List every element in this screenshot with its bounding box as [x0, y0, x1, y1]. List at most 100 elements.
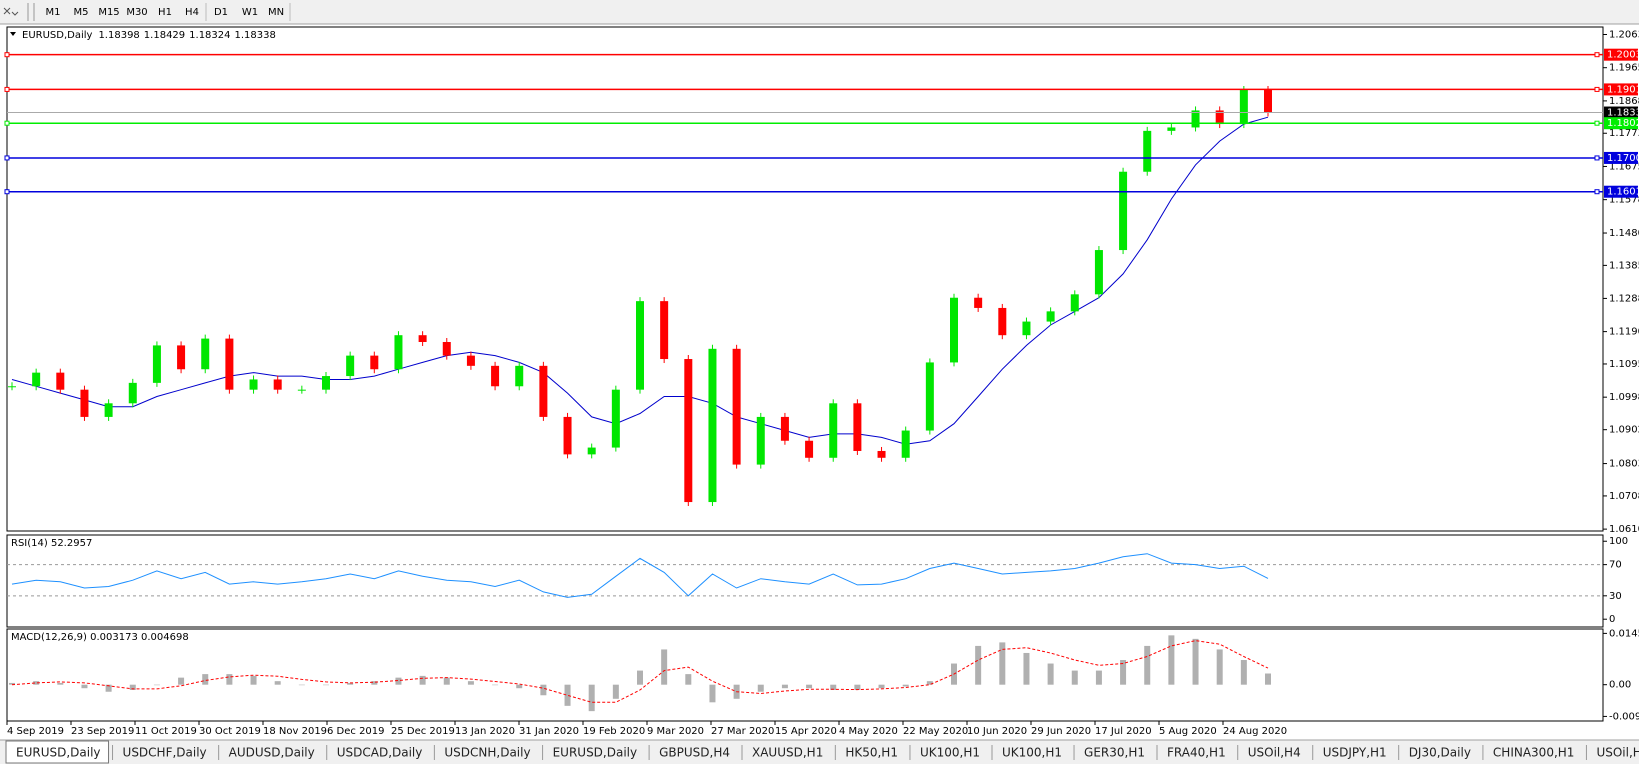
- x-tick-label: 11 Oct 2019: [135, 726, 197, 737]
- timeframe-button[interactable]: D1: [214, 7, 228, 18]
- tab[interactable]: EURUSD,Daily: [16, 746, 101, 760]
- macd-bar: [371, 681, 378, 685]
- level-tag: [1604, 151, 1638, 164]
- timeframe-button[interactable]: M1: [46, 7, 61, 18]
- macd-bar: [540, 684, 547, 696]
- tab[interactable]: GBPUSD,H4: [659, 746, 730, 760]
- panel-frame: [6, 534, 1604, 628]
- macd-bar: [395, 677, 402, 685]
- x-tick-label: 29 Jun 2020: [1031, 726, 1091, 737]
- tab[interactable]: USDJPY,H1: [1323, 746, 1387, 760]
- candle: [297, 389, 306, 391]
- macd-bar: [806, 684, 813, 689]
- active-tab[interactable]: [5, 740, 110, 764]
- candle: [539, 365, 548, 417]
- level-handle[interactable]: [4, 189, 10, 195]
- date-axis: 4 Sep 2019 23 Sep 2019 11 Oct 2019 30 Oct 2…: [6, 721, 1287, 737]
- panel-frame: [6, 628, 1604, 722]
- candle: [1239, 90, 1248, 125]
- tab[interactable]: UK100,H1: [920, 746, 980, 760]
- macd-bar: [926, 681, 933, 685]
- tab[interactable]: HK50,H1: [845, 746, 898, 760]
- candle: [249, 379, 258, 390]
- current-price-label: 1.18338: [1607, 108, 1639, 119]
- level-handle[interactable]: [1594, 86, 1600, 92]
- tab[interactable]: FRA40,H1: [1167, 746, 1226, 760]
- x-tick-label: 24 Aug 2020: [1223, 726, 1287, 737]
- tab[interactable]: CHINA300,H1: [1493, 746, 1575, 760]
- timeframe-button[interactable]: W1: [242, 7, 258, 18]
- timeframes: M1 M5 M15 M30 H1 H4 D1 W1 MN: [46, 3, 291, 21]
- timeframe-button[interactable]: H4: [185, 7, 199, 18]
- level-tag: [1604, 48, 1638, 61]
- ohlc-value: 1.18398: [98, 30, 139, 41]
- y-tick-label: 30: [1609, 591, 1622, 602]
- macd-panel: 0.014556 0.00 -0.00900 MACD(12,26,9) 0.0031…: [6, 628, 1639, 722]
- candle: [756, 416, 765, 465]
- level-handle[interactable]: [1594, 189, 1600, 195]
- timeframe-button[interactable]: M30: [126, 7, 147, 18]
- timeframe-button[interactable]: M5: [74, 7, 89, 18]
- y-tick-label: 1.12880: [1609, 293, 1639, 304]
- timeframe-button[interactable]: M15: [98, 7, 119, 18]
- level-handle[interactable]: [4, 86, 10, 92]
- tab[interactable]: USDCHF,Daily: [123, 746, 207, 760]
- tab[interactable]: USOil,H4: [1248, 746, 1301, 760]
- macd-bar: [1144, 645, 1151, 685]
- y-tick-label: 1.15780: [1609, 195, 1639, 206]
- x-tick-label: 22 May 2020: [903, 726, 968, 737]
- level-handle[interactable]: [4, 155, 10, 161]
- candle: [563, 416, 572, 455]
- toolbar-icon[interactable]: [3, 7, 19, 16]
- tab[interactable]: EURUSD,Daily: [553, 746, 638, 760]
- candle: [1094, 250, 1103, 295]
- timeframe-button[interactable]: MN: [268, 7, 284, 18]
- candle: [273, 379, 282, 390]
- level-handle[interactable]: [1594, 52, 1600, 58]
- tab[interactable]: USOil,H1: [1596, 746, 1639, 760]
- tab[interactable]: DJ30,Daily: [1409, 746, 1471, 760]
- tab[interactable]: XAUUSD,H1: [752, 746, 823, 760]
- x-tick-label: 15 Apr 2020: [775, 726, 837, 737]
- candle: [1264, 90, 1272, 113]
- candle: [128, 382, 137, 404]
- candle: [80, 389, 89, 417]
- tab[interactable]: AUDUSD,Daily: [229, 746, 315, 760]
- candle: [660, 301, 669, 360]
- level-handle[interactable]: [4, 52, 10, 58]
- y-tick-label: 70: [1609, 560, 1622, 571]
- level-label: 1.17005: [1607, 153, 1639, 164]
- y-tick-label: 1.06105: [1609, 524, 1639, 535]
- tab[interactable]: UK100,H1: [1002, 746, 1062, 760]
- macd-bar: [830, 684, 837, 690]
- macd-bar: [1216, 649, 1223, 685]
- y-tick-label: 0: [1609, 614, 1615, 625]
- tab[interactable]: GER30,H1: [1084, 746, 1145, 760]
- tab[interactable]: USDCAD,Daily: [337, 746, 423, 760]
- x-tick-label: 6 Dec 2019: [327, 726, 385, 737]
- macd-bar: [999, 642, 1006, 685]
- y-tick-label: 1.16755: [1609, 161, 1639, 172]
- y-tick-label: -0.00900: [1609, 711, 1639, 722]
- candle: [684, 359, 693, 503]
- timeframe-button[interactable]: H1: [158, 7, 172, 18]
- tab[interactable]: USDCNH,Daily: [444, 746, 530, 760]
- y-tick-label: 1.17730: [1609, 128, 1639, 139]
- x-tick-label: 13 Jan 2020: [455, 726, 515, 737]
- macd-bar: [685, 674, 692, 685]
- candle: [56, 372, 65, 390]
- y-tick-label: 1.09025: [1609, 425, 1639, 436]
- candle: [225, 338, 234, 390]
- level-handle[interactable]: [4, 120, 10, 126]
- macd-bar: [33, 681, 40, 685]
- candle: [901, 430, 910, 458]
- level-tag: [1604, 117, 1638, 130]
- ohlc-value: 1.18324: [189, 30, 230, 41]
- macd-bar: [1071, 670, 1078, 685]
- candle: [877, 450, 886, 458]
- level-handle[interactable]: [1594, 155, 1600, 161]
- level-handle[interactable]: [1594, 120, 1600, 126]
- y-tick-label: 1.11905: [1609, 327, 1639, 338]
- y-tick-label: 1.20630: [1609, 29, 1639, 40]
- y-tick-label: 1.07080: [1609, 491, 1639, 502]
